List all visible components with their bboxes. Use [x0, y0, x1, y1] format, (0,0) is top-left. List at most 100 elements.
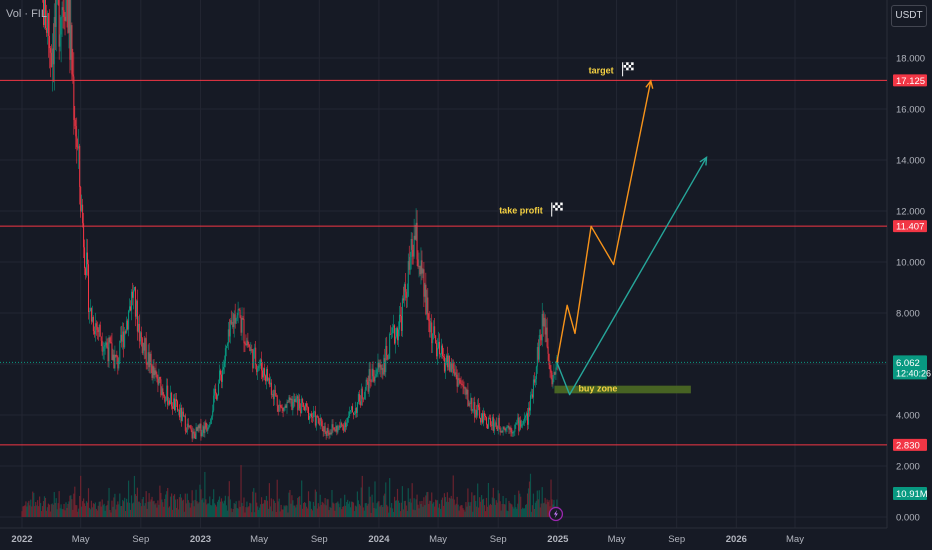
candle-body [303, 402, 305, 407]
volume-value-badge[interactable] [893, 487, 927, 500]
volume-bar [377, 501, 379, 517]
volume-bar [176, 499, 179, 517]
candle-body [114, 354, 116, 369]
volume-bar [531, 505, 534, 517]
volume-bar [461, 505, 463, 517]
volume-bar [451, 498, 453, 517]
volume-bar [121, 505, 123, 517]
time-axis[interactable]: 2022 May Sep 2023 May Sep 2024 May Sep 2025 May Sep… [11, 534, 804, 545]
volume-bar [368, 486, 370, 517]
volume-bar [198, 502, 200, 517]
candle-body [102, 351, 104, 352]
volume-bar [157, 500, 159, 517]
candle-body [172, 406, 174, 409]
candle-body [384, 358, 386, 373]
candle-body [437, 347, 439, 357]
volume-bar [167, 487, 169, 517]
volume-bar [234, 504, 236, 517]
candle-body [315, 416, 317, 426]
level-price-label-bg[interactable] [893, 438, 927, 451]
candle-body [255, 347, 257, 365]
candle-body [161, 388, 163, 396]
volume-bar [90, 500, 93, 517]
volume-bar [131, 503, 134, 517]
candle-body [424, 284, 426, 297]
flag-check [557, 207, 561, 211]
projection-path-orange[interactable] [556, 80, 652, 363]
candle-body [76, 136, 78, 148]
volume-bar [362, 507, 364, 517]
candle-body [468, 403, 470, 406]
candle-body [526, 413, 528, 416]
volume-bar [314, 489, 316, 517]
currency-button[interactable]: USDT [891, 5, 927, 27]
countdown-label: 12:40:26 [896, 368, 931, 378]
volume-bar [297, 497, 299, 517]
volume-bar [290, 503, 292, 517]
volume-bar [172, 495, 175, 517]
volume-bar [209, 496, 211, 517]
volume-bar [283, 505, 285, 517]
candle-body [357, 394, 359, 403]
volume-bar [503, 503, 505, 517]
volume-bar [519, 493, 521, 517]
volume-bar [79, 495, 81, 517]
candle-body [299, 398, 301, 409]
candle-body [151, 365, 153, 378]
candles [42, 0, 559, 443]
candle-body [86, 252, 88, 276]
volume-bar [506, 510, 508, 517]
candle-body [211, 416, 213, 420]
volume-bar [118, 504, 120, 517]
candle-body [65, 0, 67, 21]
volume-bar [309, 501, 312, 517]
volume-bar [273, 500, 275, 517]
candle-body [47, 13, 49, 36]
volume-bar [322, 502, 324, 517]
volume-bar [516, 508, 518, 517]
candle-body [415, 222, 417, 240]
volume-bar [32, 491, 34, 517]
level-price-label-bg[interactable] [893, 220, 927, 233]
current-price-badge[interactable] [893, 355, 927, 380]
lightning-icon[interactable] [548, 506, 564, 522]
time-tick-label: May [429, 534, 447, 545]
projection-path-teal[interactable] [556, 157, 708, 396]
drawings[interactable]: buy zone take profit target [499, 62, 708, 522]
volume-bar [389, 478, 391, 517]
volume-bar [325, 505, 327, 517]
volume-bar [375, 508, 377, 517]
volume-bar [312, 501, 315, 517]
candle-body [207, 428, 209, 431]
candle-body [237, 309, 239, 316]
flag-check [626, 64, 629, 68]
arrow-head [645, 79, 654, 89]
price-axis[interactable]: 0.0002.0004.0006.0008.00010.00012.00014.… [893, 54, 931, 524]
volume-bar [245, 507, 247, 517]
candle-body [335, 425, 337, 432]
candle-body [75, 126, 77, 137]
volume-bar [230, 508, 232, 517]
volume-bar [437, 507, 440, 517]
level-price-label-bg[interactable] [893, 74, 927, 87]
buy-zone-rect[interactable] [554, 385, 691, 394]
volume-bar [232, 508, 234, 517]
volume-bar [125, 510, 127, 517]
level-lines[interactable] [0, 79, 887, 446]
volume-bar [205, 499, 207, 517]
volume-bar [291, 495, 293, 517]
candle-body [213, 395, 215, 411]
volume-bar [474, 495, 476, 517]
volume-bar [74, 486, 76, 517]
candle-body [73, 76, 75, 120]
volume-bar [480, 501, 482, 517]
volume-bar [91, 507, 94, 517]
candle-body [541, 313, 543, 341]
candle-body [68, 0, 70, 33]
volume-bar [88, 507, 91, 517]
volume-bar [386, 504, 388, 517]
volume-bar [391, 503, 393, 517]
candle-body [77, 147, 79, 149]
